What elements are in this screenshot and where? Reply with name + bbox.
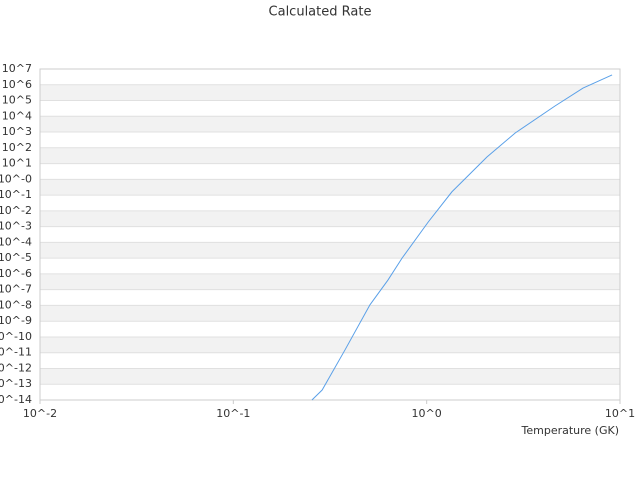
y-tick-label: 10^6 [2, 78, 32, 91]
y-tick-label: 10^-14 [0, 393, 32, 406]
x-tick-label: 10^1 [605, 407, 635, 420]
x-axis-label: Temperature (GK) [521, 424, 620, 437]
y-tick-label: 10^-11 [0, 346, 32, 359]
x-tick-label: 10^0 [412, 407, 442, 420]
y-tick-label: 10^-4 [0, 235, 32, 248]
x-tick-label: 10^-1 [216, 407, 250, 420]
grid-band [40, 84, 620, 101]
grid-band [40, 116, 620, 133]
grid-band [40, 179, 620, 196]
grid-band [40, 305, 620, 322]
y-tick-label: 10^4 [2, 109, 32, 122]
y-tick-label: 10^-5 [0, 251, 32, 264]
y-tick-label: 10^1 [2, 157, 32, 170]
y-tick-label: 10^2 [2, 141, 32, 154]
y-tick-label: 10^3 [2, 125, 32, 138]
y-tick-label: 10^-12 [0, 361, 32, 374]
grid-band [40, 336, 620, 353]
y-tick-label: 10^7 [2, 62, 32, 75]
y-tick-label: 10^-10 [0, 330, 32, 343]
x-tick-label: 10^-2 [23, 407, 57, 420]
grid-band [40, 147, 620, 164]
y-tick-label: 10^-13 [0, 377, 32, 390]
grid-band [40, 273, 620, 290]
y-tick-label: 10^-6 [0, 267, 32, 280]
y-tick-label: 10^-2 [0, 204, 32, 217]
y-tick-label: 10^-1 [0, 188, 32, 201]
grid-band [40, 242, 620, 259]
line [311, 74, 613, 401]
y-tick-label: 10^-0 [0, 172, 32, 185]
y-tick-label: 10^-9 [0, 314, 32, 327]
plot-frame [39, 68, 621, 401]
y-tick-label: 10^-7 [0, 283, 32, 296]
grid-band [40, 210, 620, 227]
y-tick-label: 10^-8 [0, 298, 32, 311]
y-tick-label: 10^-3 [0, 220, 32, 233]
chart-title: Calculated Rate [269, 5, 372, 20]
y-tick-label: 10^5 [2, 94, 32, 107]
